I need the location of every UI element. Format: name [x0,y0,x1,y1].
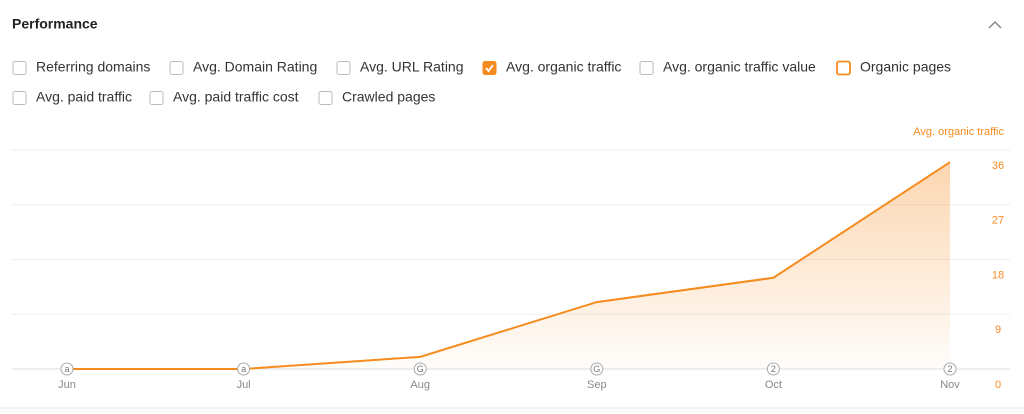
checkbox[interactable] [836,60,851,76]
x-tick-label: Sep [587,379,607,391]
checkbox[interactable] [12,91,27,105]
checkbox-label[interactable]: Crawled pages [342,89,435,105]
annotation-label: G [417,364,424,374]
panel-title: Performance [12,16,98,32]
annotation-label: 2 [947,364,952,374]
annotation-marker[interactable] [60,362,74,376]
x-tick-label: Jul [237,379,251,391]
annotation-marker[interactable] [413,362,427,376]
y-tick-label: 27 [992,215,1004,227]
y-tick-label: 18 [992,269,1004,281]
checkbox[interactable] [336,61,351,75]
annotation-label: 2 [771,364,776,374]
checkbox[interactable] [12,61,27,75]
checkbox[interactable] [169,61,184,75]
annotation-marker[interactable] [766,362,780,376]
annotation-marker[interactable] [590,362,604,376]
annotation-label: G [593,364,600,374]
checkbox-label[interactable]: Avg. organic traffic value [663,59,816,75]
y-tick-label: 9 [995,324,1001,336]
checkbox-label[interactable]: Avg. URL Rating [360,59,464,75]
checkbox-label[interactable]: Avg. paid traffic cost [173,89,299,105]
area-fill [67,162,950,369]
checkbox[interactable] [639,61,654,75]
y-tick-label: 0 [995,379,1001,391]
checkbox[interactable] [149,91,164,105]
checkbox-label[interactable]: Referring domains [36,59,150,75]
annotation-label: a [241,364,246,374]
line [67,161,951,370]
checkbox[interactable] [318,91,333,105]
x-tick-label: Nov [940,379,960,391]
annotation-marker[interactable] [237,362,251,376]
checkbox-label[interactable]: Avg. Domain Rating [193,59,317,75]
checkbox-label[interactable]: Avg. paid traffic [36,89,132,105]
x-tick-label: Oct [765,379,782,391]
y-tick-label: 36 [992,160,1004,172]
x-tick-label: Jun [58,379,76,391]
checkmark [485,64,494,73]
annotation-marker[interactable] [943,362,957,376]
annotation-label: a [64,364,69,374]
y-axis-label: Avg. organic traffic [913,126,1004,138]
collapse-chevron[interactable] [988,20,1002,29]
checkbox[interactable] [482,61,497,75]
checkbox-label[interactable]: Avg. organic traffic [506,59,621,75]
checkbox-label[interactable]: Organic pages [860,59,951,75]
x-tick-label: Aug [410,379,430,391]
